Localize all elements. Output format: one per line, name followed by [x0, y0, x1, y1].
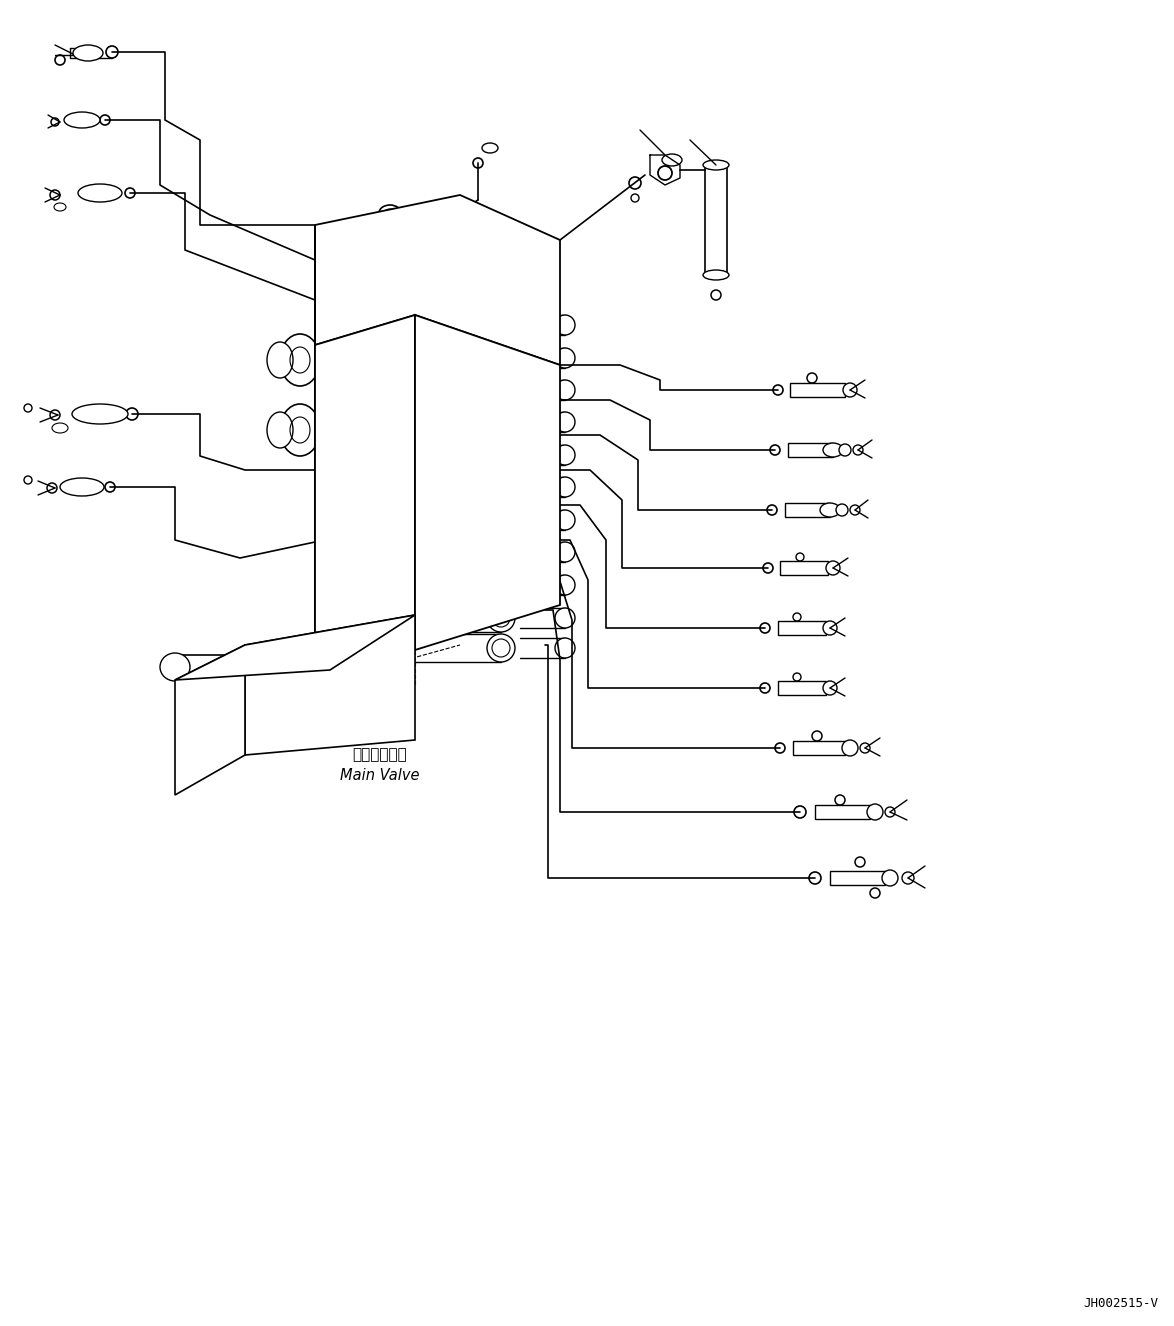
Ellipse shape [492, 511, 510, 529]
Ellipse shape [703, 271, 729, 280]
Ellipse shape [555, 511, 575, 530]
Ellipse shape [383, 312, 393, 318]
Text: Main Valve: Main Valve [340, 768, 420, 782]
Bar [785, 503, 830, 517]
Ellipse shape [254, 656, 277, 678]
Ellipse shape [487, 343, 515, 373]
Polygon shape [175, 615, 414, 680]
Ellipse shape [555, 638, 575, 658]
Bar [205, 720, 305, 743]
Ellipse shape [555, 347, 575, 369]
Ellipse shape [160, 652, 190, 682]
Ellipse shape [384, 210, 396, 217]
Circle shape [826, 561, 841, 575]
Ellipse shape [555, 477, 575, 497]
Ellipse shape [281, 334, 321, 386]
Ellipse shape [555, 446, 575, 465]
Bar [815, 805, 870, 819]
Ellipse shape [487, 312, 515, 339]
Ellipse shape [73, 45, 103, 61]
Circle shape [843, 383, 857, 396]
Circle shape [839, 444, 851, 456]
Ellipse shape [487, 473, 515, 501]
Ellipse shape [483, 143, 498, 152]
Ellipse shape [487, 634, 515, 662]
Polygon shape [315, 195, 560, 365]
Ellipse shape [492, 316, 510, 334]
Ellipse shape [555, 412, 575, 432]
Ellipse shape [379, 206, 402, 221]
Ellipse shape [499, 251, 517, 265]
Ellipse shape [487, 572, 515, 599]
Ellipse shape [662, 154, 682, 166]
Polygon shape [245, 615, 414, 754]
Bar [778, 682, 826, 695]
Ellipse shape [492, 412, 510, 431]
Ellipse shape [72, 404, 128, 424]
Ellipse shape [492, 349, 510, 367]
Ellipse shape [487, 377, 515, 404]
Ellipse shape [52, 423, 68, 434]
Ellipse shape [281, 404, 321, 456]
Ellipse shape [487, 605, 515, 633]
Bar [780, 561, 828, 575]
Ellipse shape [487, 408, 515, 436]
Ellipse shape [492, 609, 510, 627]
Circle shape [823, 621, 837, 635]
Ellipse shape [492, 446, 510, 464]
Ellipse shape [555, 316, 575, 335]
Ellipse shape [54, 203, 66, 211]
Ellipse shape [819, 503, 841, 517]
Polygon shape [414, 316, 560, 650]
Ellipse shape [555, 542, 575, 562]
Ellipse shape [492, 544, 510, 561]
Bar [792, 741, 845, 754]
Ellipse shape [555, 381, 575, 400]
Bar [706, 164, 727, 274]
Ellipse shape [60, 477, 104, 496]
Ellipse shape [823, 443, 843, 457]
Polygon shape [175, 644, 245, 796]
Bar [830, 871, 885, 884]
Ellipse shape [492, 575, 510, 594]
Ellipse shape [266, 342, 294, 378]
Bar [175, 655, 265, 680]
Ellipse shape [193, 721, 218, 741]
Circle shape [868, 804, 883, 819]
Ellipse shape [492, 639, 510, 656]
Text: JH002515-V: JH002515-V [1082, 1297, 1158, 1310]
Ellipse shape [487, 507, 515, 534]
Ellipse shape [703, 160, 729, 170]
Circle shape [259, 715, 281, 735]
Ellipse shape [487, 538, 515, 566]
Polygon shape [315, 316, 414, 686]
Bar [790, 383, 845, 396]
Circle shape [882, 870, 898, 886]
Circle shape [842, 740, 858, 756]
Ellipse shape [77, 184, 122, 202]
Ellipse shape [555, 609, 575, 629]
Circle shape [823, 682, 837, 695]
Ellipse shape [492, 477, 510, 496]
Bar [778, 621, 826, 635]
Circle shape [836, 504, 848, 516]
Bar [788, 443, 834, 457]
Ellipse shape [555, 575, 575, 595]
Ellipse shape [266, 412, 294, 448]
Text: メインバルブ: メインバルブ [352, 748, 407, 762]
Ellipse shape [492, 381, 510, 399]
Ellipse shape [379, 308, 397, 322]
Ellipse shape [65, 111, 100, 129]
Ellipse shape [487, 442, 515, 469]
